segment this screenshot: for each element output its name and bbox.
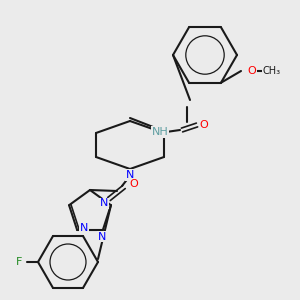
Text: O: O xyxy=(130,179,138,189)
Text: O: O xyxy=(200,120,208,130)
Text: F: F xyxy=(16,257,22,267)
Text: N: N xyxy=(80,223,88,233)
Text: N: N xyxy=(100,198,108,208)
Text: NH: NH xyxy=(152,127,168,137)
Text: O: O xyxy=(248,66,256,76)
Text: CH₃: CH₃ xyxy=(263,66,281,76)
Text: N: N xyxy=(98,232,106,242)
Text: N: N xyxy=(126,170,134,180)
